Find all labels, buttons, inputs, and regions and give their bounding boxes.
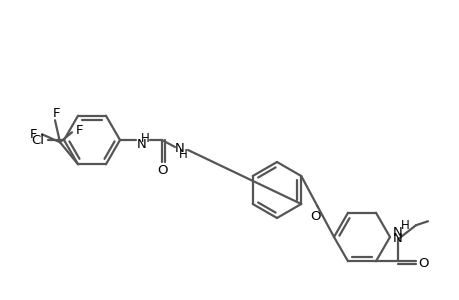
Text: O: O xyxy=(418,257,428,270)
Text: N: N xyxy=(392,226,402,239)
Text: H: H xyxy=(178,148,187,161)
Text: F: F xyxy=(53,107,61,120)
Text: N: N xyxy=(137,137,146,151)
Text: H: H xyxy=(400,219,409,232)
Text: H: H xyxy=(140,131,149,145)
Text: O: O xyxy=(157,164,168,176)
Text: F: F xyxy=(30,128,38,141)
Text: N: N xyxy=(392,232,402,245)
Text: N: N xyxy=(175,142,185,155)
Text: O: O xyxy=(310,210,320,223)
Text: Cl: Cl xyxy=(31,134,44,146)
Text: F: F xyxy=(76,124,84,137)
